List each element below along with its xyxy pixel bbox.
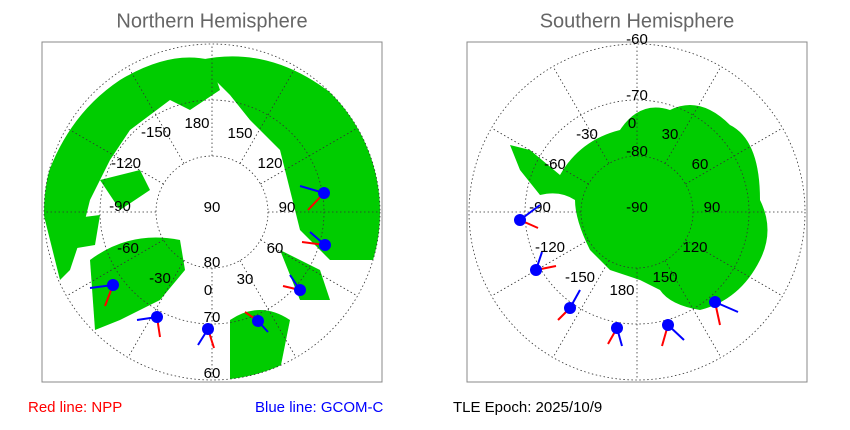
lon-label: -60 xyxy=(117,240,139,257)
lat-label: 70 xyxy=(204,309,221,326)
lon-label: -30 xyxy=(149,270,171,287)
meridian xyxy=(260,239,358,297)
lon-label: -120 xyxy=(111,155,141,172)
graticule xyxy=(43,43,381,381)
meridian xyxy=(685,239,783,297)
meridian xyxy=(239,260,297,358)
lon-label: 150 xyxy=(652,269,677,286)
lon-labels: 0 30 60 90 120 150 180 -150 -120 -90 -60… xyxy=(529,31,720,299)
lat-label: 90 xyxy=(204,199,221,216)
lon-label: 60 xyxy=(267,240,284,257)
meridian xyxy=(685,127,783,185)
lon-label: 150 xyxy=(227,125,252,142)
lon-label: 120 xyxy=(257,155,282,172)
lat-label: -60 xyxy=(626,31,648,48)
meridian xyxy=(127,260,185,358)
meridian xyxy=(127,66,185,164)
lon-label: -90 xyxy=(109,198,131,215)
legend-gcom: Blue line: GCOM-C xyxy=(255,399,384,416)
lon-label: 30 xyxy=(662,126,679,143)
panel-title: Southern Hemisphere xyxy=(540,10,735,32)
land xyxy=(44,56,380,380)
lon-label: -60 xyxy=(544,156,566,173)
graticule xyxy=(468,43,806,381)
lon-label: -120 xyxy=(535,239,565,256)
lon-labels: 180 150 120 90 60 30 0 -30 -60 -90 -120 … xyxy=(109,115,295,382)
lon-label: 90 xyxy=(279,199,296,216)
lon-label: 0 xyxy=(628,115,636,132)
meridian xyxy=(664,260,722,358)
lon-label: 90 xyxy=(704,199,721,216)
lat-label: 60 xyxy=(204,365,221,382)
land xyxy=(510,105,768,310)
meridian xyxy=(664,66,722,164)
lon-label: -150 xyxy=(565,269,595,286)
lat-label: -80 xyxy=(626,143,648,160)
meridian xyxy=(552,260,610,358)
panel-title: Northern Hemisphere xyxy=(116,10,307,32)
lon-label: 30 xyxy=(237,271,254,288)
lat-label: -90 xyxy=(626,199,648,216)
legend-npp: Red line: NPP xyxy=(28,399,122,416)
lat-label: 80 xyxy=(204,254,221,271)
lon-label: 0 xyxy=(204,282,212,299)
meridian xyxy=(66,127,164,185)
legend-epoch: TLE Epoch: 2025/10/9 xyxy=(453,399,602,416)
lat-label: -70 xyxy=(626,87,648,104)
meridian xyxy=(491,127,589,185)
lon-label: -150 xyxy=(141,124,171,141)
satellite-markers xyxy=(89,185,739,349)
lon-label: -90 xyxy=(529,199,551,216)
meridian xyxy=(66,239,164,297)
lon-label: -30 xyxy=(576,126,598,143)
lon-label: 180 xyxy=(184,115,209,132)
meridian xyxy=(552,66,610,164)
lon-label: 180 xyxy=(609,282,634,299)
meridian xyxy=(260,127,358,185)
lon-label: 60 xyxy=(692,156,709,173)
meridian xyxy=(239,66,297,164)
lon-label: 120 xyxy=(682,239,707,256)
